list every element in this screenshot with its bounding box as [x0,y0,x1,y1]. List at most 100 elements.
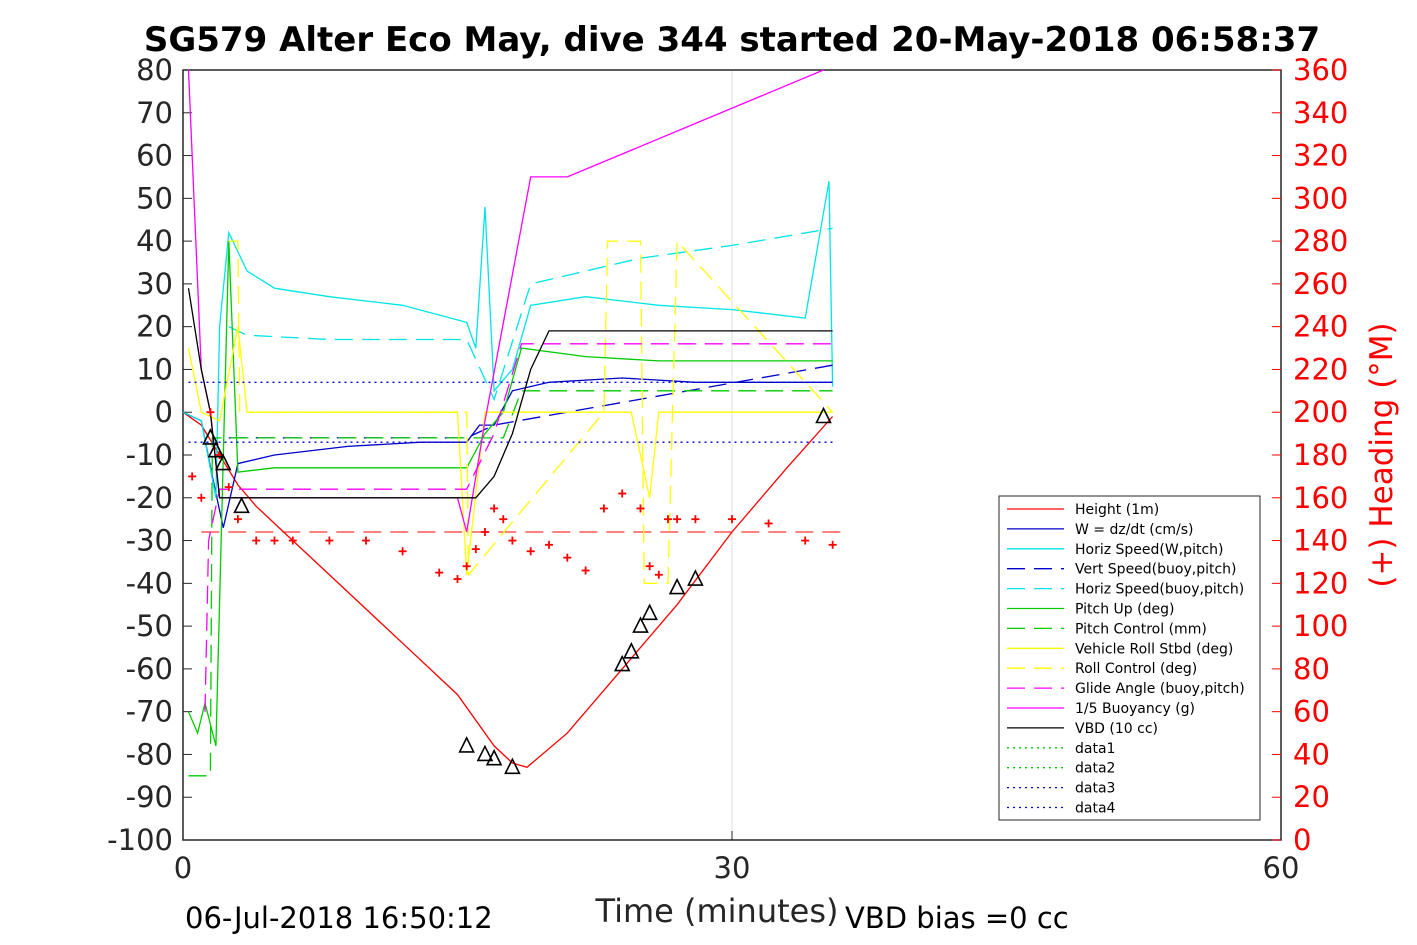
heading-point [828,540,837,549]
series-line-7 [187,326,833,575]
y2-tick-label: 0 [1293,823,1311,857]
y2-tick-label: 180 [1293,438,1348,472]
heading-point [499,515,508,524]
series-line-6 [188,390,833,777]
heading-point [508,536,517,545]
heading-point [581,566,590,575]
heading-point [654,570,663,579]
y2-tick-label: 80 [1293,652,1330,686]
x-tick-label: 30 [714,851,751,885]
legend-label-14: data3 [1075,781,1115,797]
legend-label-6: Pitch Control (mm) [1075,621,1207,637]
triangle-marker [214,453,232,471]
heading-point [462,562,471,571]
legend-box [998,495,1261,821]
chart-title: SG579 Alter Eco May, dive 344 started 20… [144,20,1320,60]
triangle-marker [613,654,631,672]
x-tick-label: 0 [174,851,192,885]
legend-label-7: Vehicle Roll Stbd (deg) [1075,641,1233,657]
heading-point [663,515,672,524]
y2-tick-label: 260 [1293,267,1348,301]
y-tick-label: 80 [136,53,173,87]
triangle-marker [687,569,704,586]
series-line-4 [228,227,833,402]
heading-point [362,536,370,545]
heading-point [325,536,334,545]
y-tick-label: 0 [155,395,173,429]
right-axis-ticks: 3603403203002802602402202001801601401201… [1272,53,1348,857]
heading-point [728,515,736,524]
legend-label-13: data2 [1075,761,1115,777]
y2-tick-label: 120 [1293,566,1348,600]
heading-point [618,489,627,498]
y-tick-label: -90 [126,780,173,814]
legend-label-15: data4 [1075,801,1116,817]
y-tick-label: 50 [136,181,173,215]
heading-point [233,515,242,524]
triangle-marker [233,496,250,514]
x-axis-ticks: 0 30 60 [174,831,1300,885]
footer-timestamp: 06-Jul-2018 16:50:12 [185,901,493,935]
plot-series [182,69,842,777]
y-tick-label: -50 [126,609,173,643]
triangle-marker [485,748,503,766]
triangle-marker [504,757,521,775]
heading-point [453,575,462,584]
triangle-marker [202,428,219,445]
y-tick-label: -30 [126,524,173,558]
triangle-marker [476,744,494,762]
y-tick-label: -10 [126,438,173,472]
y-tick-label: 40 [136,224,173,258]
heading-point [599,504,608,513]
legend-label-1: W = dz/dt (cm/s) [1075,522,1194,538]
legend-label-9: Glide Angle (buoy,pitch) [1075,681,1245,697]
heading-point [188,472,197,481]
triangle-marker [623,641,640,659]
triangle-marker [641,603,658,621]
y-tick-label: 20 [136,310,173,344]
y-tick-label: 10 [136,352,173,386]
legend-label-5: Pitch Up (deg) [1075,602,1174,618]
series-line-5 [187,241,833,747]
y-tick-label: -60 [126,652,173,686]
legend-label-8: Roll Control (deg) [1075,661,1197,677]
legend-label-0: Height (1m) [1075,502,1159,518]
y-tick-label: -70 [126,695,173,729]
heading-point [526,547,535,556]
y-tick-label: -80 [126,737,173,771]
y2-tick-label: 320 [1293,139,1348,173]
legend-label-4: Horiz Speed(buoy,pitch) [1075,582,1244,598]
y2-tick-label: 140 [1293,524,1348,558]
heading-point [563,553,572,562]
triangle-marker [668,577,686,595]
legend: Height (1m) W = dz/dt (cm/s) Horiz Speed(W… [998,495,1261,821]
triangle-marker [815,406,832,424]
y2-tick-label: 360 [1293,53,1348,87]
y2-tick-label: 340 [1293,96,1348,130]
x-tick-label: 60 [1263,851,1300,885]
triangle-marker [632,616,649,633]
series-line-8 [228,239,834,584]
legend-label-10: 1/5 Buoyancy (g) [1075,701,1195,717]
heading-point [270,536,279,545]
heading-point [471,545,480,554]
y2-tick-label: 240 [1293,310,1348,344]
heading-point [398,547,407,556]
legend-label-2: Horiz Speed(W,pitch) [1075,542,1223,558]
heading-point [206,408,215,417]
heading-point [435,568,444,577]
heading-point [691,515,700,524]
series-line-11 [187,288,833,499]
y2-tick-label: 40 [1293,737,1330,771]
y-tick-label: -20 [126,481,173,515]
y2-tick-label: 160 [1293,481,1348,515]
heading-point [490,504,499,513]
x-axis-label: Time (minutes) [595,892,839,930]
y2-tick-label: 300 [1293,181,1348,215]
y2-tick-label: 200 [1293,395,1348,429]
heading-point [480,528,489,536]
y-tick-label: -100 [107,823,173,857]
heading-point [224,483,233,492]
legend-label-3: Vert Speed(buoy,pitch) [1075,562,1237,578]
